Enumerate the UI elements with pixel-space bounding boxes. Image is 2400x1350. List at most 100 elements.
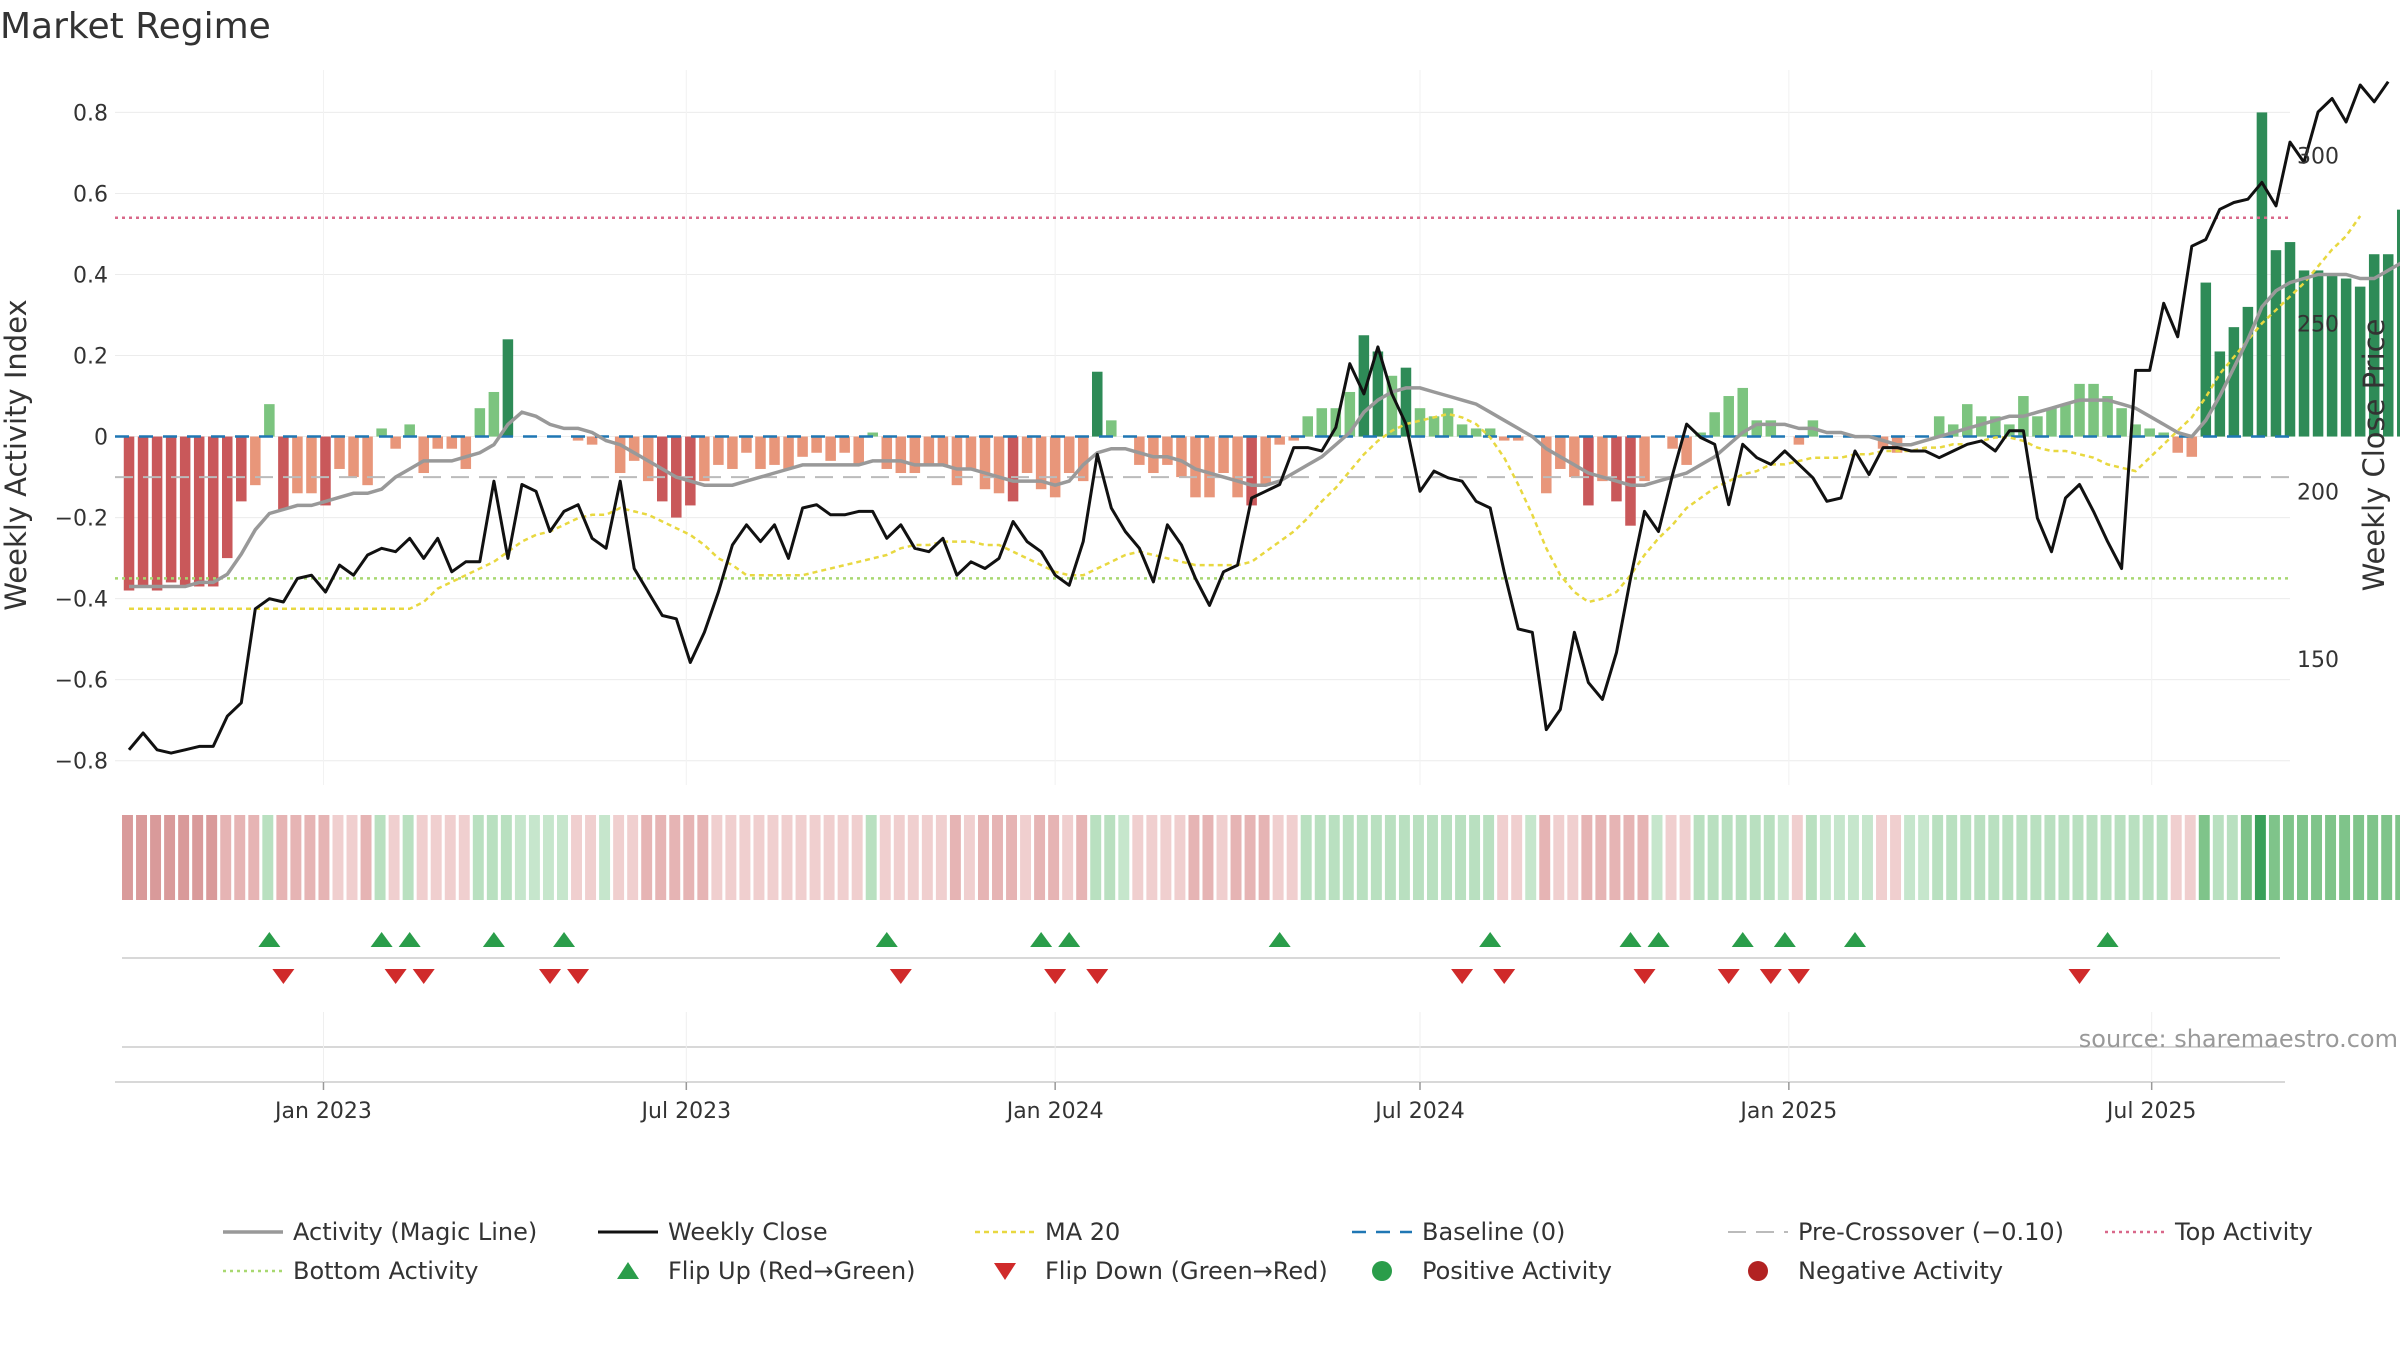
regime-cell	[458, 815, 470, 900]
regime-cell	[2114, 815, 2126, 900]
activity-bar	[2172, 436, 2184, 453]
activity-bar	[1456, 424, 1468, 437]
activity-bar	[446, 436, 458, 449]
regime-cell	[122, 815, 133, 900]
activity-bar	[1176, 436, 1187, 478]
regime-cell	[1693, 815, 1705, 900]
regime-strip	[122, 815, 2400, 900]
activity-bar	[207, 436, 219, 587]
activity-bar	[2144, 428, 2155, 437]
activity-bar	[1625, 436, 1636, 526]
activity-bar	[937, 436, 949, 465]
activity-bar	[151, 436, 163, 591]
activity-bar	[685, 436, 696, 506]
activity-bar	[783, 436, 794, 469]
regime-cell	[402, 815, 414, 900]
activity-bar	[1639, 436, 1650, 482]
regime-cell	[1020, 815, 1032, 900]
activity-bar	[586, 436, 598, 445]
regime-cell	[528, 815, 540, 900]
regime-cell	[1862, 815, 1873, 900]
flip-down-marker	[1493, 969, 1516, 984]
y-right-tick-label: 200	[2297, 480, 2339, 505]
regime-cell	[1988, 815, 2000, 900]
activity-bar	[1400, 367, 1412, 437]
legend-item-weekly_close: Weekly Close	[598, 1218, 828, 1246]
regime-cell	[907, 815, 919, 900]
regime-cell	[823, 815, 835, 900]
activity-bar	[1512, 436, 1524, 441]
regime-cell	[1791, 815, 1803, 900]
flip-down-marker	[1633, 969, 1656, 984]
flip-up-marker	[553, 932, 576, 947]
left-axis-ticks: −0.8 −0.6 −0.4 −0.2 0 0.2 0.4 0.6 0.8	[55, 101, 108, 774]
flip-up-marker	[1030, 932, 1053, 947]
regime-cell	[1314, 815, 1326, 900]
regime-cell	[2128, 815, 2140, 900]
activity-bar	[727, 436, 738, 469]
regime-cell	[1441, 815, 1452, 900]
regime-cell	[1651, 815, 1663, 900]
regime-cell	[2212, 815, 2224, 900]
regime-cell	[2184, 815, 2196, 900]
regime-cell	[1819, 815, 1831, 900]
flip-up-marker	[2096, 932, 2119, 947]
activity-bar	[1063, 436, 1075, 474]
regime-cell	[879, 815, 891, 900]
regime-cell	[1904, 815, 1916, 900]
right-axis-ticks: 150 200 250 300	[2297, 145, 2339, 674]
y-left-tick-label: 0.4	[73, 263, 108, 288]
regime-cell	[1539, 815, 1551, 900]
flip-up-marker	[1479, 932, 1502, 947]
activity-bar	[951, 436, 963, 486]
regime-cell	[2044, 815, 2056, 900]
x-tick-label: Jul 2023	[640, 1099, 732, 1124]
activity-bar	[993, 436, 1005, 494]
regime-cell	[1946, 815, 1958, 900]
activity-bar	[909, 436, 921, 474]
legend-label: Negative Activity	[1798, 1257, 2003, 1285]
activity-bar	[825, 436, 836, 461]
activity-bar	[741, 436, 752, 453]
activity-bar	[1049, 436, 1061, 498]
regime-cell	[304, 815, 316, 900]
legend-item-positive: Positive Activity	[1372, 1257, 1612, 1285]
activity-bar	[193, 436, 205, 587]
regime-cell	[1412, 815, 1424, 900]
regime-cell	[500, 815, 512, 900]
regime-cell	[739, 815, 751, 900]
activity-bar	[1190, 436, 1201, 498]
regime-cell	[1062, 815, 1074, 900]
activity-bar	[474, 408, 486, 437]
activity-bar	[2354, 286, 2366, 437]
regime-cell	[949, 815, 961, 900]
activity-bar	[2368, 254, 2380, 437]
y-left-tick-label: 0.2	[73, 345, 108, 370]
regime-cell	[164, 815, 176, 900]
regime-cell	[1890, 815, 1902, 900]
activity-bar	[1765, 420, 1777, 437]
regime-cell	[963, 815, 975, 900]
regime-cell	[2325, 815, 2337, 900]
regime-cell	[248, 815, 260, 900]
flip-up-marker	[1058, 932, 1081, 947]
ma20-line	[129, 215, 2362, 611]
regime-cell	[2002, 815, 2014, 900]
y-right-tick-label: 150	[2297, 648, 2339, 673]
regime-cell	[1006, 815, 1017, 900]
regime-cell	[1286, 815, 1298, 900]
regime-cell	[1202, 815, 1214, 900]
regime-cell	[192, 815, 204, 900]
regime-cell	[1595, 815, 1607, 900]
regime-cell	[2381, 815, 2393, 900]
activity-bar	[1007, 436, 1019, 502]
activity-bar	[1091, 371, 1103, 437]
legend-label: Flip Up (Red→Green)	[668, 1257, 916, 1285]
regime-cell	[1749, 815, 1761, 900]
legend-label: Pre-Crossover (−0.10)	[1798, 1218, 2064, 1246]
legend-swatch	[1748, 1261, 1768, 1281]
activity-bar	[292, 436, 303, 494]
regime-cell	[1497, 815, 1509, 900]
regime-cell	[1833, 815, 1845, 900]
activity-bar	[769, 436, 780, 465]
